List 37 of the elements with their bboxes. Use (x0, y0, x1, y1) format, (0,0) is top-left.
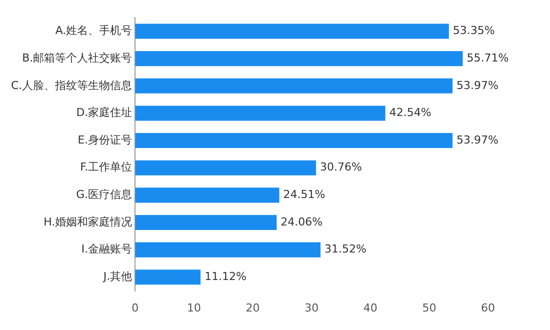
bar (135, 160, 316, 176)
bar (135, 133, 453, 148)
y-tick-label: F.工作单位 (80, 160, 132, 174)
bar (135, 242, 321, 258)
x-tick-label: 10 (186, 301, 201, 314)
bar (135, 51, 463, 66)
data-label: 55.71% (466, 51, 509, 64)
x-tick-label: 50 (422, 301, 436, 314)
data-label: 53.35% (452, 24, 495, 38)
x-tick-label: 0 (132, 301, 139, 314)
y-tick-label: C.人脸、指纹等生物信息 (10, 78, 132, 92)
bar (135, 78, 453, 94)
bar (135, 270, 201, 285)
y-tick-label: G.医疗信息 (76, 188, 132, 202)
bar (135, 24, 449, 39)
data-label: 53.97% (456, 133, 498, 146)
data-label: 24.06% (280, 215, 323, 228)
data-label: 11.12% (204, 270, 247, 283)
y-tick-label: I.金融账号 (81, 242, 132, 256)
x-tick-label: 40 (363, 301, 378, 314)
data-label: 31.52% (324, 242, 366, 256)
data-label: 42.54% (389, 106, 432, 120)
x-tick-label: 60 (481, 301, 495, 314)
y-tick-label: A.姓名、手机号 (55, 24, 132, 38)
y-tick-label: H.婚姻和家庭情况 (44, 215, 132, 228)
y-tick-label: D.家庭住址 (76, 106, 132, 120)
data-label: 24.51% (283, 188, 326, 202)
x-tick-label: 20 (246, 301, 260, 314)
bar (135, 106, 386, 121)
y-tick-label: J.其他 (102, 270, 132, 283)
y-tick-label: E.身份证号 (78, 133, 132, 146)
bar (135, 214, 277, 230)
x-tick-label: 30 (304, 301, 319, 314)
y-tick-label: B.邮箱等个人社交账号 (22, 51, 132, 64)
bar (135, 188, 280, 203)
data-label: 30.76% (320, 160, 362, 174)
data-label: 53.97% (456, 78, 498, 92)
